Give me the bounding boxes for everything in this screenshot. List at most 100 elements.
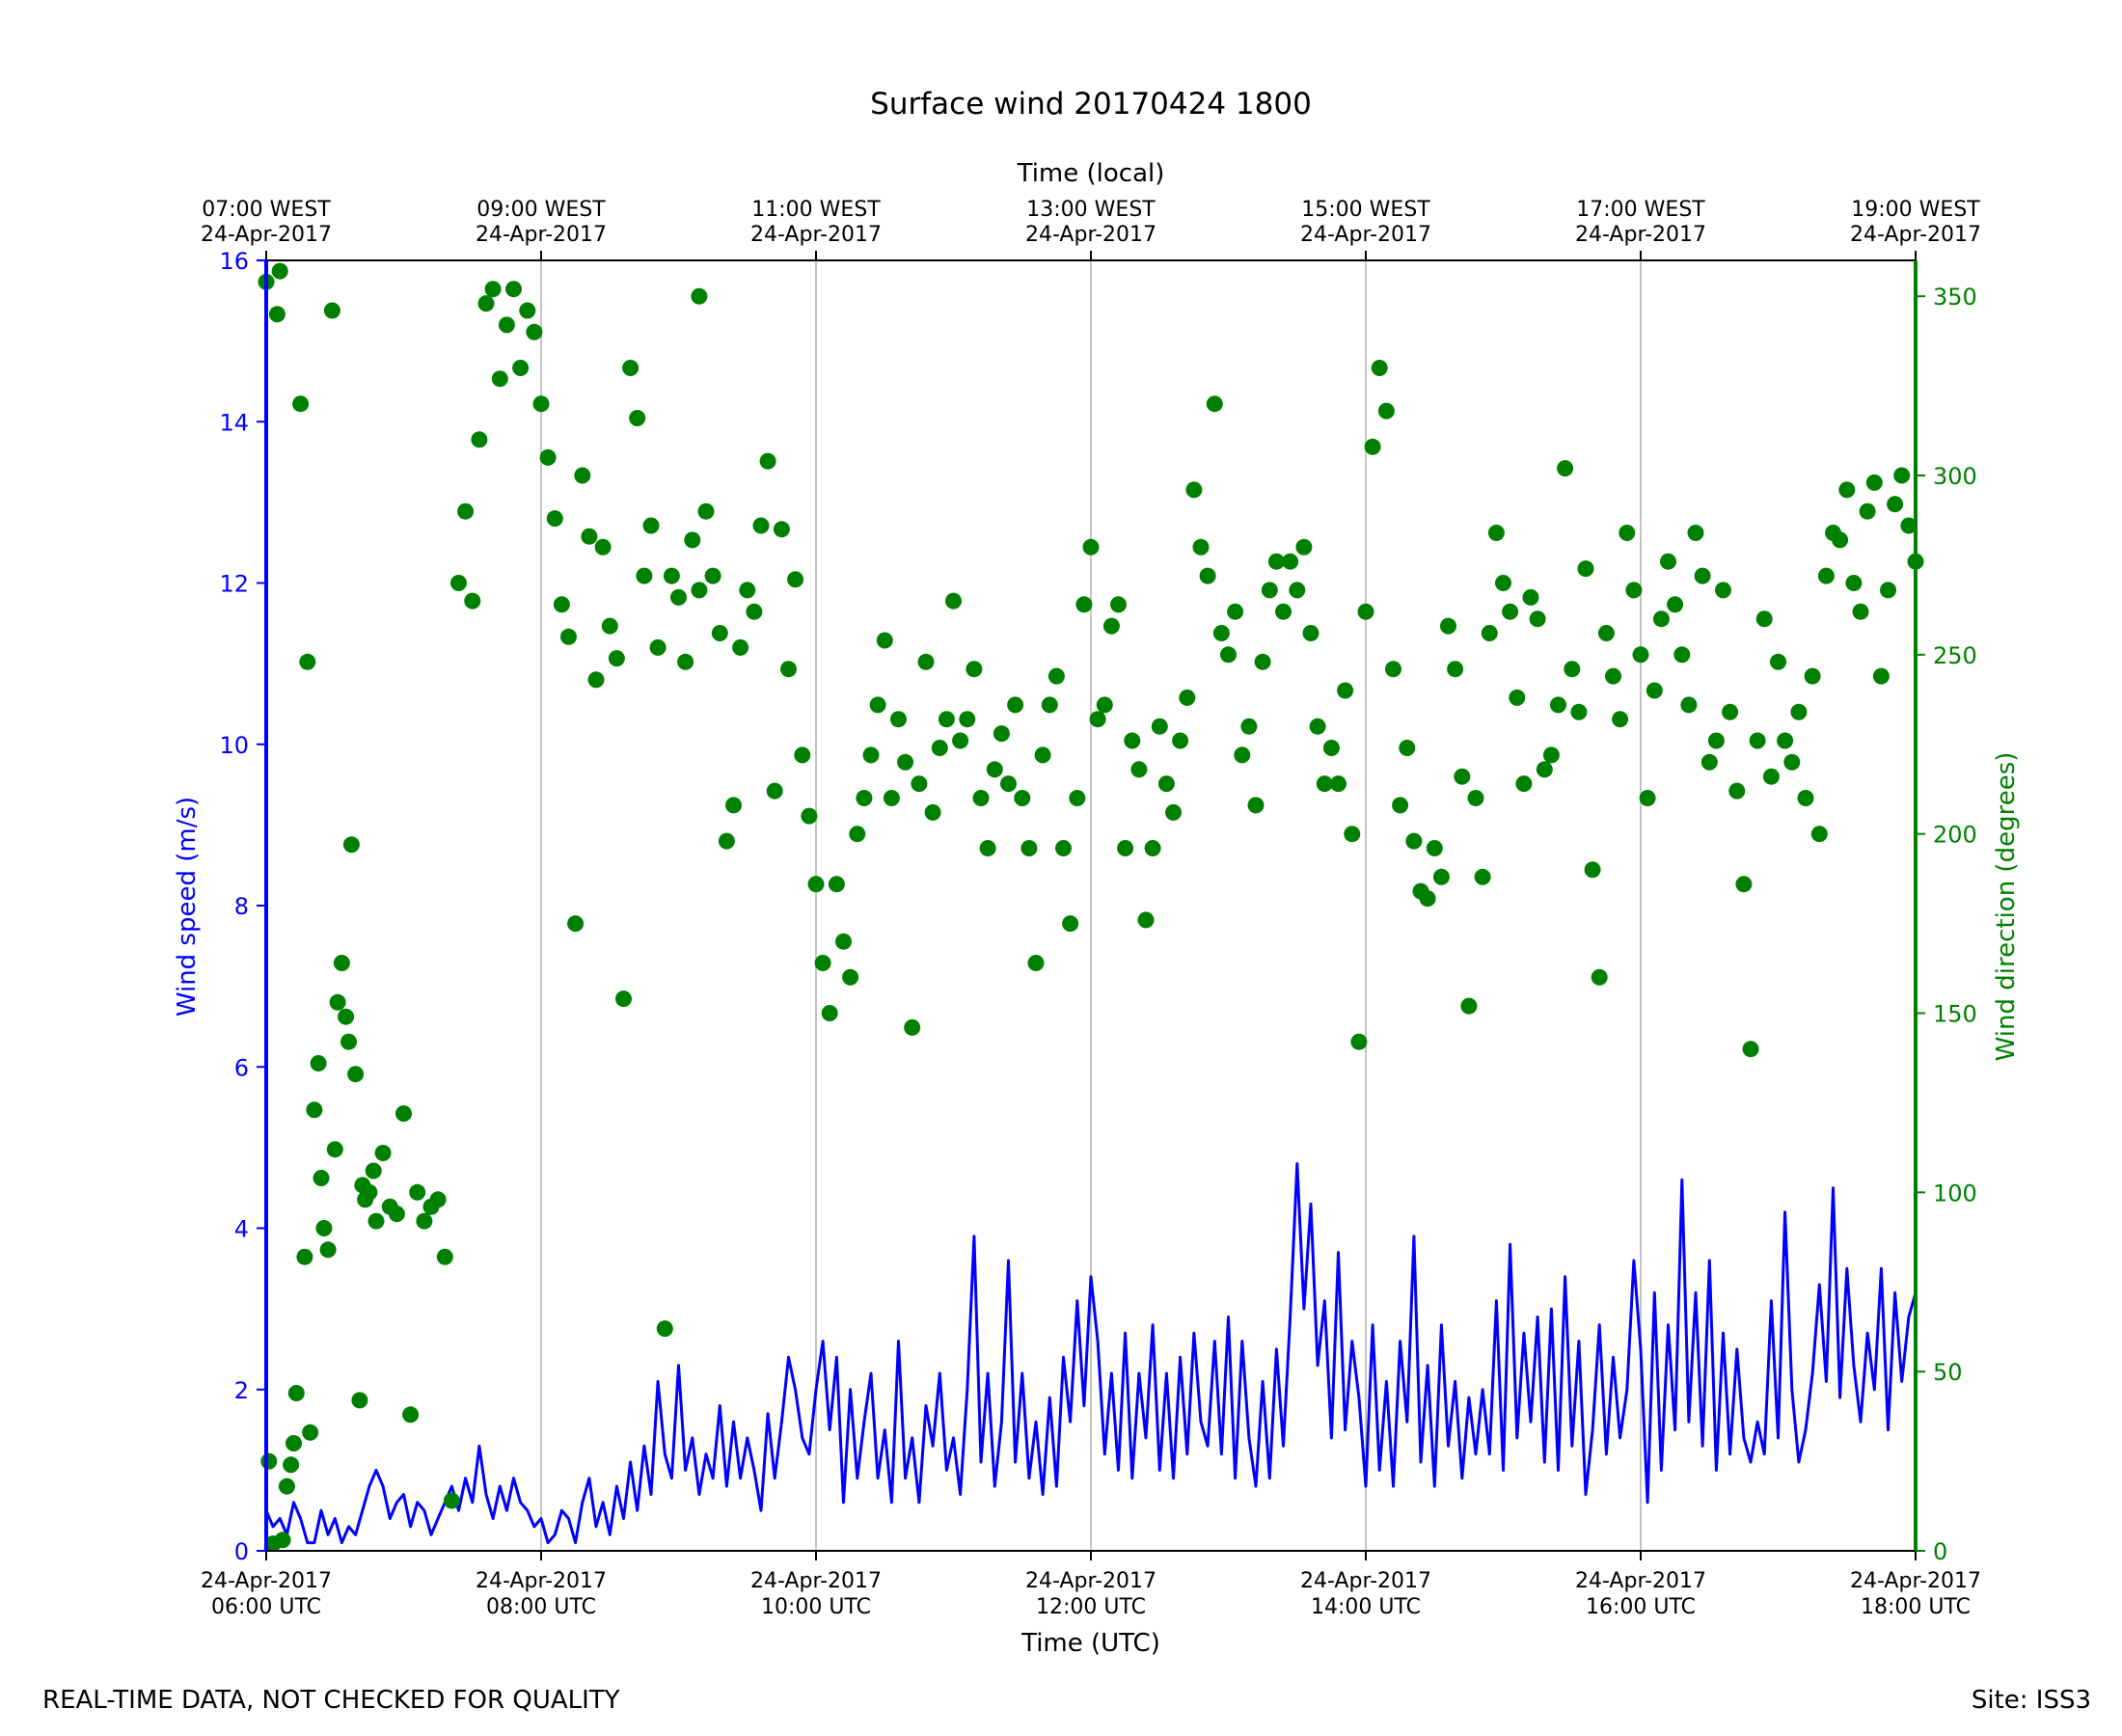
wind-direction-point xyxy=(471,431,488,448)
wind-direction-point xyxy=(1502,603,1519,620)
wind-direction-point xyxy=(1660,553,1676,570)
wind-direction-point xyxy=(807,876,825,893)
wind-direction-point xyxy=(1234,746,1251,764)
wind-direction-point xyxy=(1117,840,1134,856)
wind-direction-point xyxy=(1715,582,1731,599)
wind-direction-point xyxy=(649,638,667,656)
wind-direction-point xyxy=(1900,517,1918,534)
wind-direction-point xyxy=(1282,553,1299,570)
top-tick-date: 24-Apr-2017 xyxy=(201,223,332,247)
wind-direction-point xyxy=(1295,538,1313,556)
wind-direction-point xyxy=(1612,711,1629,728)
wind-direction-point xyxy=(856,790,873,806)
bottom-tick-date: 24-Apr-2017 xyxy=(1575,1569,1706,1593)
right-tick-label: 300 xyxy=(1933,463,1977,490)
top-tick-date: 24-Apr-2017 xyxy=(750,223,882,247)
wind-direction-point xyxy=(443,1492,460,1509)
wind-direction-point xyxy=(759,452,776,470)
wind-direction-point xyxy=(1165,803,1182,821)
wind-direction-point xyxy=(1887,496,1904,513)
wind-direction-point xyxy=(1426,840,1443,856)
wind-direction-point xyxy=(416,1212,433,1230)
wind-direction-point xyxy=(388,1206,405,1223)
left-tick-label: 0 xyxy=(234,1538,249,1565)
wind-direction-point xyxy=(966,661,983,678)
wind-direction-point xyxy=(1852,603,1869,620)
wind-direction-point xyxy=(904,1018,921,1036)
wind-direction-point xyxy=(1130,761,1148,778)
wind-direction-point xyxy=(1405,832,1423,850)
wind-direction-point xyxy=(1536,761,1553,778)
wind-direction-point xyxy=(1570,703,1588,720)
wind-direction-point xyxy=(1047,667,1065,685)
wind-direction-point xyxy=(338,1008,355,1025)
right-axis-label: Wind direction (degrees) xyxy=(1992,752,2021,1062)
wind-direction-point xyxy=(1817,567,1835,584)
left-axis-label: Wind speed (m/s) xyxy=(173,797,202,1017)
wind-direction-point xyxy=(374,1145,392,1161)
wind-direction-point xyxy=(1893,467,1911,484)
wind-direction-point xyxy=(1838,481,1856,499)
wind-direction-point xyxy=(821,1005,838,1021)
wind-direction-point xyxy=(1316,775,1333,793)
wind-direction-point xyxy=(409,1183,426,1201)
wind-direction-point xyxy=(725,797,742,814)
wind-direction-point xyxy=(1550,696,1566,714)
right-tick-label: 250 xyxy=(1933,642,1977,669)
wind-direction-point xyxy=(1495,575,1511,591)
wind-direction-point xyxy=(835,933,852,950)
wind-direction-point xyxy=(526,323,543,340)
wind-direction-point xyxy=(1275,603,1292,620)
wind-direction-point xyxy=(1509,689,1526,706)
wind-direction-point xyxy=(340,1033,357,1050)
wind-direction-point xyxy=(1557,460,1574,477)
left-tick-label: 12 xyxy=(219,571,249,598)
wind-direction-point xyxy=(972,790,990,806)
wind-direction-point xyxy=(1185,481,1203,499)
wind-direction-point xyxy=(1289,582,1306,599)
right-tick-label: 100 xyxy=(1933,1180,1977,1207)
top-tick-time: 11:00 WEST xyxy=(751,198,881,222)
wind-direction-point xyxy=(306,1101,323,1119)
wind-direction-point xyxy=(1591,968,1608,986)
wind-direction-point xyxy=(766,782,783,800)
wind-direction-point xyxy=(1673,646,1691,664)
top-tick-date: 24-Apr-2017 xyxy=(476,223,607,247)
wind-direction-point xyxy=(938,711,955,728)
wind-direction-point xyxy=(1529,610,1546,628)
top-tick-time: 13:00 WEST xyxy=(1026,198,1156,222)
wind-direction-point xyxy=(670,588,687,606)
grid-lines xyxy=(265,260,1917,1551)
wind-direction-point xyxy=(1680,696,1698,714)
wind-direction-point xyxy=(1687,525,1704,541)
wind-direction-point xyxy=(1584,861,1601,879)
wind-direction-point xyxy=(429,1191,447,1208)
wind-direction-point xyxy=(1605,667,1621,685)
wind-direction-point xyxy=(663,567,680,584)
wind-direction-point xyxy=(883,790,900,806)
wind-direction-point xyxy=(1302,625,1319,641)
wind-direction-point xyxy=(615,990,632,1008)
wind-direction-point xyxy=(642,517,660,534)
wind-direction-point xyxy=(718,832,735,850)
wind-direction-point xyxy=(323,302,340,319)
wind-direction-point xyxy=(1082,538,1100,556)
wind-direction-point xyxy=(924,803,941,821)
wind-direction-point xyxy=(1755,610,1773,628)
wind-direction-point xyxy=(1460,997,1478,1015)
wind-direction-point xyxy=(1385,661,1401,678)
wind-direction-point xyxy=(1034,746,1051,764)
wind-direction-point xyxy=(862,746,880,764)
wind-direction-point xyxy=(1192,538,1210,556)
wind-direction-point xyxy=(1749,732,1766,749)
wind-direction-point xyxy=(849,826,866,843)
wind-direction-point xyxy=(1742,1041,1759,1058)
wind-direction-point xyxy=(890,711,907,728)
wind-direction-point xyxy=(1667,596,1684,613)
bottom-tick-date: 24-Apr-2017 xyxy=(1025,1569,1156,1593)
right-tick-label: 0 xyxy=(1933,1538,1947,1565)
wind-direction-point xyxy=(1151,718,1168,735)
wind-direction-point xyxy=(1069,790,1086,806)
wind-direction-point xyxy=(656,1320,673,1338)
